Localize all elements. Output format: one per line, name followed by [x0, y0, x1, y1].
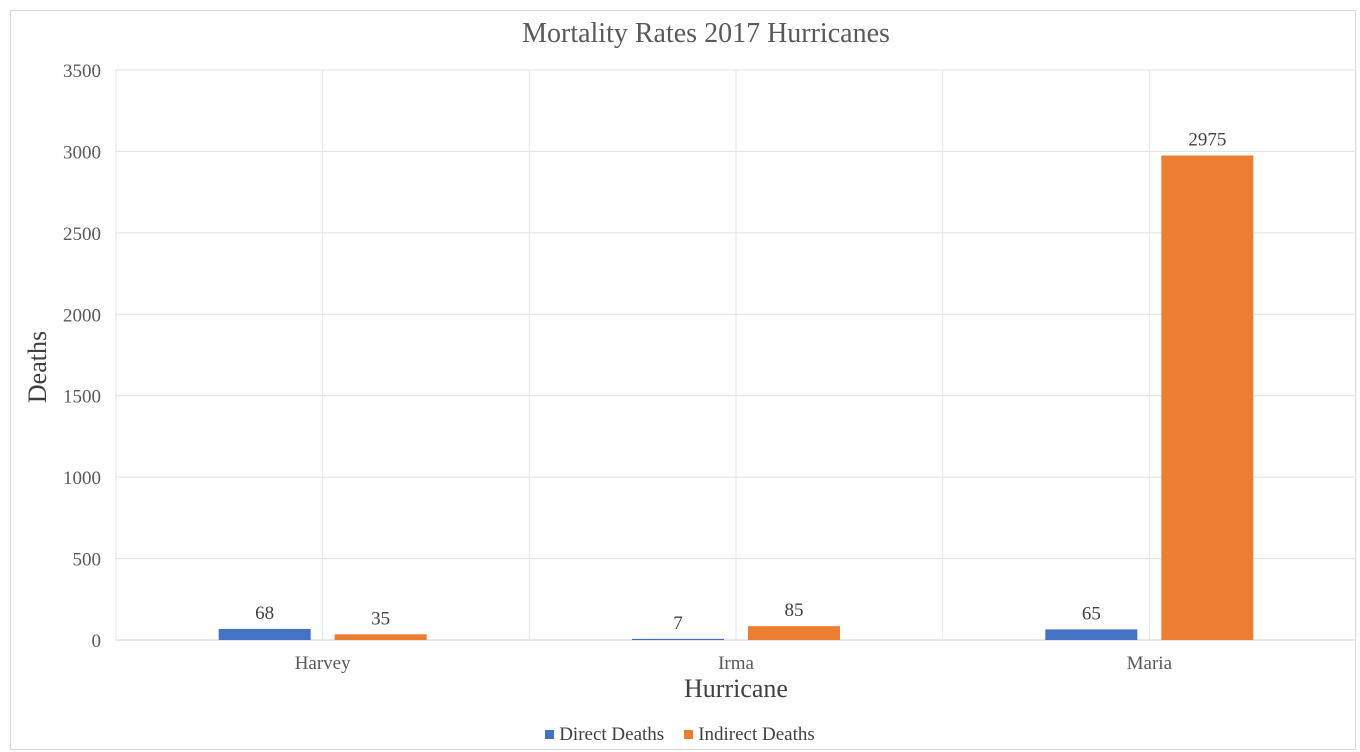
bar	[1045, 629, 1138, 640]
y-axis-label: Deaths	[23, 331, 52, 403]
y-tick-label: 3500	[63, 61, 101, 82]
bar	[748, 626, 840, 640]
legend-swatch	[545, 730, 555, 739]
gridlines	[115, 69, 1357, 641]
bar	[218, 628, 311, 640]
y-tick-labels: 0 500 1000 1500 2000 2500 3000 3500	[63, 61, 101, 652]
legend-item: Direct Deaths	[545, 724, 664, 746]
legend: Direct Deaths Indirect Deaths	[0, 723, 1360, 746]
data-label: 7	[673, 613, 683, 634]
x-tick-labels: Harvey Irma Maria	[295, 653, 1173, 674]
legend-swatch	[684, 730, 694, 739]
x-tick-label: Harvey	[295, 653, 351, 674]
y-tick-label: 0	[92, 631, 102, 652]
bar	[334, 634, 427, 640]
y-tick-label: 2000	[63, 305, 101, 326]
y-tick-label: 500	[73, 550, 102, 571]
y-tick-label: 1000	[63, 468, 101, 489]
data-label: 68	[255, 603, 274, 624]
bar	[632, 638, 724, 640]
y-tick-label: 2500	[63, 224, 101, 245]
chart-title: Mortality Rates 2017 Hurricanes	[522, 18, 890, 49]
legend-item: Indirect Deaths	[684, 724, 815, 746]
y-tick-label: 3000	[63, 142, 101, 163]
data-label: 85	[785, 600, 804, 621]
bars	[218, 155, 1254, 640]
legend-label: Indirect Deaths	[698, 723, 815, 745]
y-tick-label: 1500	[63, 387, 101, 408]
x-tick-label: Irma	[718, 653, 754, 674]
x-axis-label: Hurricane	[684, 674, 788, 703]
data-label: 35	[371, 608, 390, 629]
data-labels: 68 35 7 85 65 2975	[255, 130, 1226, 634]
data-label: 2975	[1188, 130, 1226, 151]
legend-label: Direct Deaths	[559, 723, 665, 745]
x-tick-label: Maria	[1127, 653, 1173, 674]
bar	[1161, 155, 1254, 640]
data-label: 65	[1082, 603, 1101, 624]
